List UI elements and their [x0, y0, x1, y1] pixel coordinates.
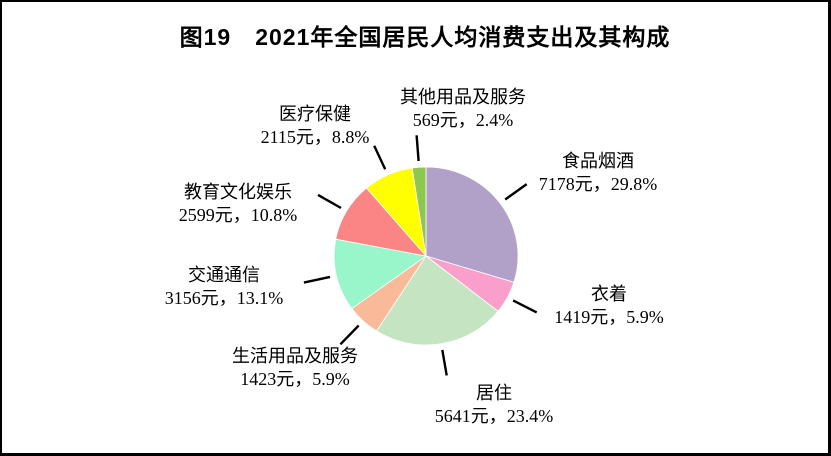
pie-label-detail: 3156元，13.1% — [164, 288, 284, 308]
pie-label-education-culture-entertainment: 教育文化娱乐 2599元，10.8% — [179, 181, 298, 227]
leader-line-transport-communication — [303, 275, 331, 284]
pie-label-household-goods-services: 生活用品及服务 1423元，5.9% — [232, 345, 358, 391]
pie-label-housing: 居住 5641元，23.4% — [435, 382, 554, 428]
pie-label-detail: 569元，2.4% — [412, 110, 514, 130]
pie-label-name: 衣着 — [591, 284, 627, 304]
leader-line-clothing — [512, 299, 538, 314]
pie-label-name: 医疗保健 — [278, 104, 351, 124]
pie-label-detail: 1423元，5.9% — [240, 369, 350, 389]
leader-line-housing — [441, 349, 448, 376]
leader-line-household-goods-services — [339, 324, 360, 346]
pie-slice-housing — [375, 255, 499, 346]
pie-label-healthcare: 医疗保健 2115元，8.8% — [261, 103, 370, 149]
pie-slice-food-tobacco-alcohol — [425, 166, 519, 283]
pie-label-detail: 7178元，29.8% — [538, 174, 658, 194]
pie-label-detail: 2115元，8.8% — [260, 127, 370, 147]
leader-line-other-goods-services — [415, 135, 420, 162]
pie-label-name: 居住 — [476, 383, 512, 403]
pie-label-clothing: 衣着 1419元，5.9% — [554, 283, 664, 329]
pie-label-name: 教育文化娱乐 — [184, 182, 292, 202]
pie-label-name: 生活用品及服务 — [232, 346, 358, 366]
pie-slice-transport-communication — [333, 238, 428, 310]
pie-slice-other-goods-services — [411, 166, 427, 257]
pie-label-name: 食品烟酒 — [562, 151, 634, 171]
leader-line-education-culture-entertainment — [317, 193, 342, 210]
leader-line-food-tobacco-alcohol — [504, 183, 528, 201]
pie-label-name: 其他用品及服务 — [400, 87, 526, 107]
pie-label-detail: 2599元，10.8% — [178, 205, 298, 225]
pie-label-food-tobacco-alcohol: 食品烟酒 7178元，29.8% — [539, 150, 658, 196]
chart-title: 图19 2021年全国居民人均消费支出及其构成 — [179, 24, 671, 50]
pie-label-name: 交通通信 — [188, 265, 260, 285]
pie-label-detail: 1419元，5.9% — [554, 307, 664, 327]
pie-label-other-goods-services: 其他用品及服务 569元，2.4% — [400, 86, 526, 132]
leader-line-healthcare — [373, 145, 387, 170]
pie-label-detail: 5641元，23.4% — [434, 406, 554, 426]
pie-label-transport-communication: 交通通信 3156元，13.1% — [165, 264, 284, 310]
